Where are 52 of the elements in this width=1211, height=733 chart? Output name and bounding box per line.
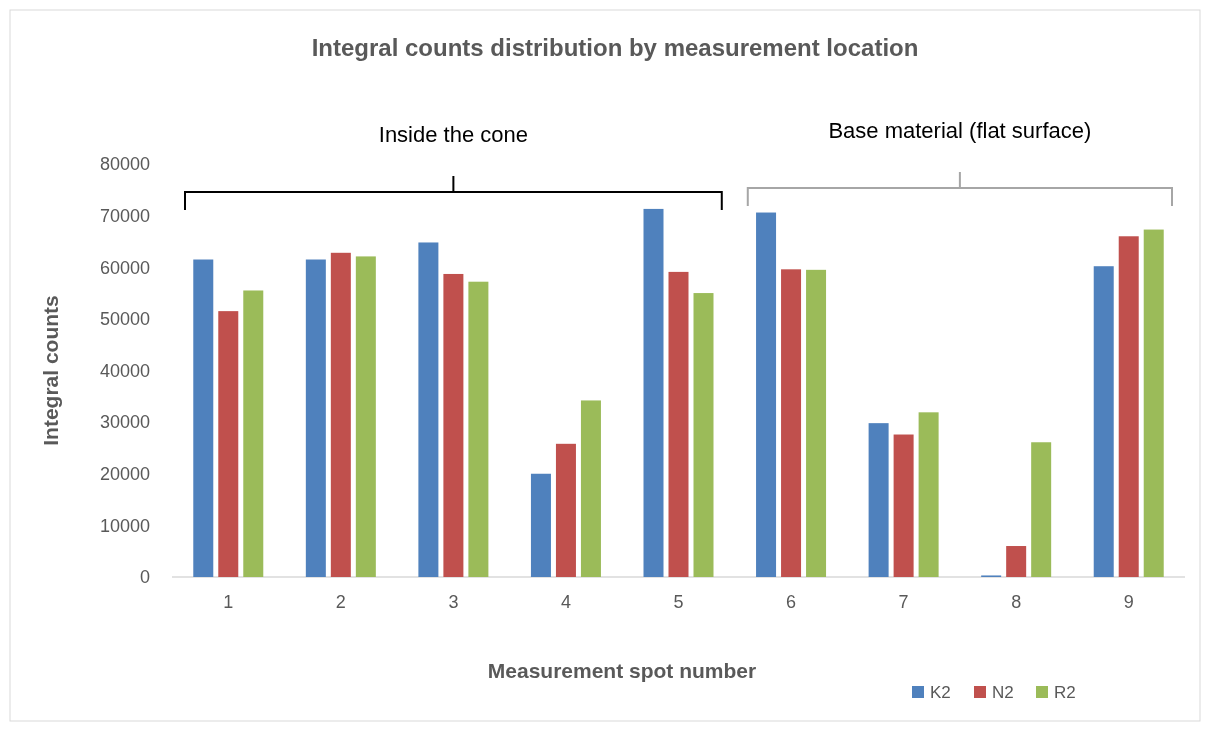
bar	[418, 242, 439, 577]
legend-label: K2	[930, 682, 951, 702]
bar	[555, 443, 576, 577]
bar	[443, 273, 464, 577]
bar	[693, 293, 714, 577]
x-tick-label: 7	[898, 592, 909, 612]
bar	[868, 423, 889, 577]
bar	[918, 412, 939, 577]
legend-label: N2	[992, 682, 1014, 702]
text: Base material (flat surface)	[828, 118, 1092, 143]
bar	[1031, 442, 1052, 577]
bar	[668, 271, 689, 577]
bar	[756, 212, 777, 577]
x-axis-title: Measurement spot number	[487, 659, 757, 682]
bar	[1006, 546, 1027, 577]
bar	[193, 259, 214, 577]
bar	[893, 434, 914, 577]
x-tick-label: 4	[560, 592, 571, 612]
bar	[1118, 236, 1139, 577]
y-axis-title: Integral counts	[39, 295, 62, 446]
y-tick-label: 10000	[99, 515, 150, 536]
bar	[1143, 229, 1164, 577]
bar	[218, 311, 239, 577]
bar	[330, 252, 351, 577]
bar	[530, 473, 551, 577]
y-tick-label: 30000	[99, 412, 150, 433]
x-tick-label: 9	[1123, 592, 1134, 612]
y-tick-label: 20000	[99, 464, 150, 485]
bar	[305, 259, 326, 577]
bar	[643, 208, 664, 577]
x-tick-label: 2	[335, 592, 346, 612]
y-tick-label: 40000	[99, 360, 150, 381]
y-tick-label: 80000	[99, 154, 150, 175]
legend-label: R2	[1054, 682, 1076, 702]
x-tick-label: 6	[786, 592, 797, 612]
x-tick-label: 1	[223, 592, 234, 612]
bar	[1093, 266, 1114, 577]
x-tick-label: 5	[673, 592, 684, 612]
bar	[468, 281, 489, 577]
text: Inside the cone	[378, 122, 529, 147]
y-tick-label: 70000	[99, 205, 150, 226]
x-tick-label: 3	[448, 592, 459, 612]
y-tick-label: 60000	[99, 257, 150, 278]
bar	[781, 269, 802, 577]
chart-title: Integral counts distribution by measurement location	[311, 34, 919, 61]
bar	[355, 256, 376, 577]
bar	[243, 290, 264, 577]
bar	[580, 400, 601, 577]
y-tick-label: 50000	[99, 309, 150, 330]
bar	[806, 269, 827, 577]
x-tick-label: 8	[1011, 592, 1022, 612]
y-tick-label: 0	[139, 567, 150, 588]
